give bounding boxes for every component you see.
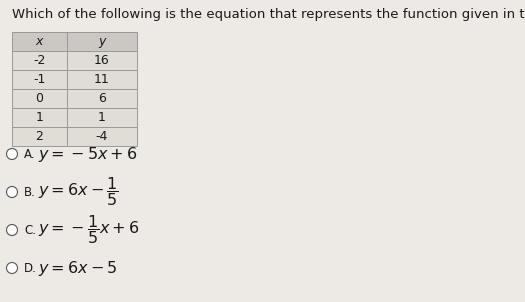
Text: -4: -4 <box>96 130 108 143</box>
Text: 16: 16 <box>94 54 110 67</box>
Circle shape <box>6 224 17 236</box>
Text: 6: 6 <box>98 92 106 105</box>
Bar <box>12 108 67 127</box>
Text: $y = 6x - 5$: $y = 6x - 5$ <box>38 259 118 278</box>
Text: 0: 0 <box>36 92 44 105</box>
Bar <box>67 32 137 51</box>
Text: -1: -1 <box>33 73 46 86</box>
Text: 1: 1 <box>98 111 106 124</box>
Text: $y = -\dfrac{1}{5}x + 6$: $y = -\dfrac{1}{5}x + 6$ <box>38 214 140 246</box>
Text: Which of the following is the equation that represents the function given in the: Which of the following is the equation t… <box>12 8 525 21</box>
Text: $y = 6x - \dfrac{1}{5}$: $y = 6x - \dfrac{1}{5}$ <box>38 175 119 208</box>
Bar <box>12 70 67 89</box>
Bar <box>67 89 137 108</box>
Text: A.: A. <box>24 147 36 160</box>
Circle shape <box>6 262 17 274</box>
Bar <box>67 108 137 127</box>
Bar <box>67 127 137 146</box>
Text: C.: C. <box>24 223 36 236</box>
Text: D.: D. <box>24 262 37 275</box>
Text: y: y <box>98 35 106 48</box>
Bar <box>12 127 67 146</box>
Bar <box>12 32 67 51</box>
Text: x: x <box>36 35 43 48</box>
Bar <box>12 51 67 70</box>
Text: $y = -5x + 6$: $y = -5x + 6$ <box>38 144 138 163</box>
Text: -2: -2 <box>33 54 46 67</box>
Bar <box>67 51 137 70</box>
Text: B.: B. <box>24 185 36 198</box>
Bar <box>12 89 67 108</box>
Text: 2: 2 <box>36 130 44 143</box>
Text: 1: 1 <box>36 111 44 124</box>
Circle shape <box>6 187 17 198</box>
Bar <box>67 70 137 89</box>
Text: 11: 11 <box>94 73 110 86</box>
Circle shape <box>6 149 17 159</box>
